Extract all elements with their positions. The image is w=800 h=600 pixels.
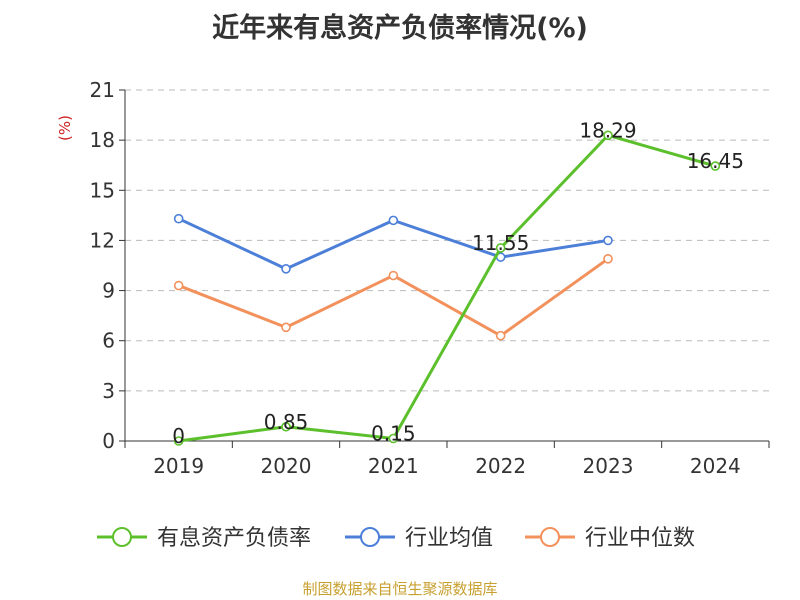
source-note: 制图数据来自恒生聚源数据库 [302,580,498,598]
data-point [603,130,613,141]
data-label: 0.15 [371,421,416,445]
data-point [603,235,613,246]
legend-marker [112,527,132,547]
y-tick-label: 0 [102,429,115,453]
y-tick-label: 9 [102,279,115,303]
data-point [388,270,399,281]
legend-marker [540,527,560,547]
data-labels: 0 0.85 0.15 11.55 18.29 16.45 [172,118,744,448]
data-point [388,215,399,226]
y-axis-label: (%) [56,115,74,141]
y-tick-label: 12 [90,228,115,252]
data-point [710,161,721,171]
data-point [173,280,184,291]
series-lines [173,130,721,446]
data-point [603,254,613,264]
x-tick-label: 2020 [261,454,312,478]
y-tick-label: 6 [102,329,115,353]
y-tick-label: 21 [90,78,115,102]
x-tick-label: 2024 [690,454,741,478]
x-tick-label: 2021 [368,454,419,478]
y-tick-label: 18 [90,128,115,152]
data-label: 11.55 [472,231,529,255]
data-label: 18.29 [579,118,636,142]
data-point [173,436,184,446]
data-point [173,213,184,224]
x-tick-labels: 2019 2020 2021 2022 2023 2024 [153,454,741,478]
axes [119,89,770,448]
y-tick-labels: 0 3 6 9 12 15 18 21 [90,78,115,453]
legend-marker [360,527,380,547]
x-tick-label: 2023 [583,454,634,478]
series-line [178,133,716,443]
chart-title: 近年来有息资产负债率情况(%) [212,13,588,44]
data-point [495,330,506,341]
data-label: 0.85 [264,410,309,434]
data-point [388,433,399,444]
x-tick-label: 2019 [153,454,204,478]
data-point [495,243,506,253]
legend-label: 行业均值 [405,526,493,551]
y-tick-label: 3 [102,379,115,403]
legend-label: 行业中位数 [585,526,695,551]
data-point [281,264,291,274]
y-tick-label: 15 [90,178,115,202]
series-line [178,257,609,338]
data-point [281,322,291,333]
data-label: 16.45 [687,149,744,173]
data-point [281,421,291,432]
series-line [178,217,609,271]
legend-label: 有息资产负债率 [157,526,311,551]
x-tick-label: 2022 [475,454,526,478]
data-label: 0 [172,424,185,448]
legend: 有息资产负债率 行业均值 行业中位数 [97,526,695,551]
